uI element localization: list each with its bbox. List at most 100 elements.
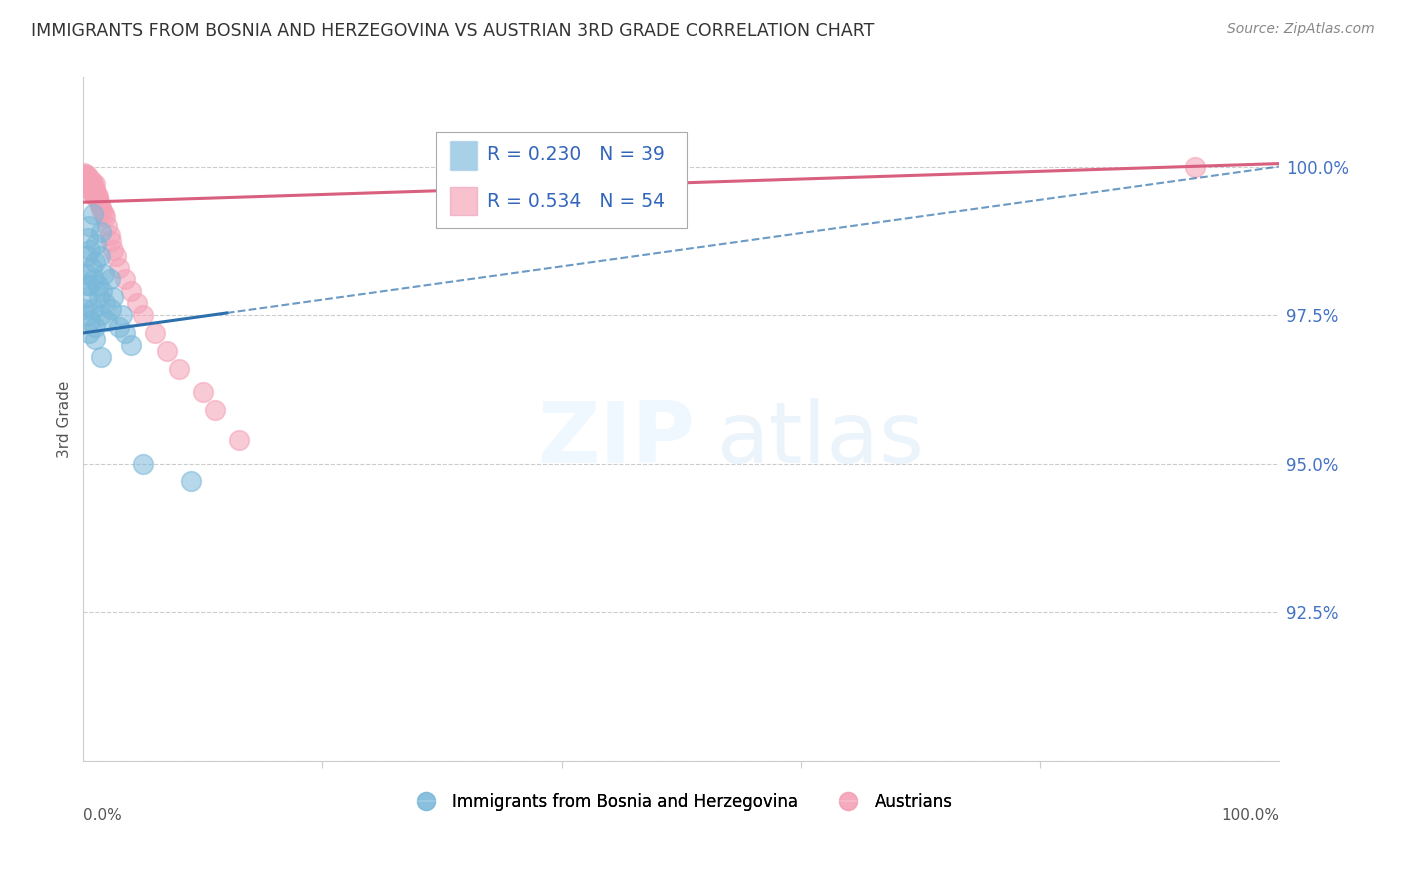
Point	[89, 198, 111, 212]
Point	[82, 302, 104, 317]
Point	[77, 171, 100, 186]
Point	[87, 290, 110, 304]
Point	[80, 174, 103, 188]
Point	[120, 285, 142, 299]
Point	[87, 195, 110, 210]
Point	[204, 403, 226, 417]
Point	[82, 178, 104, 192]
Point	[77, 174, 100, 188]
Point	[228, 433, 250, 447]
Point	[132, 457, 155, 471]
Point	[84, 178, 107, 192]
Text: atlas: atlas	[717, 398, 925, 481]
Text: ZIP: ZIP	[537, 398, 696, 481]
Point	[84, 186, 107, 201]
Point	[83, 189, 105, 203]
Point	[76, 171, 98, 186]
Point	[84, 254, 107, 268]
Point	[84, 320, 107, 334]
Point	[77, 219, 100, 233]
Point	[79, 178, 101, 192]
Point	[90, 350, 112, 364]
Point	[167, 361, 190, 376]
Point	[75, 278, 97, 293]
Point	[93, 207, 115, 221]
Point	[86, 236, 108, 251]
Point	[86, 278, 108, 293]
Point	[80, 260, 103, 275]
FancyBboxPatch shape	[450, 186, 477, 216]
Text: 100.0%: 100.0%	[1220, 808, 1279, 823]
Point	[180, 475, 202, 489]
Text: IMMIGRANTS FROM BOSNIA AND HERZEGOVINA VS AUSTRIAN 3RD GRADE CORRELATION CHART: IMMIGRANTS FROM BOSNIA AND HERZEGOVINA V…	[31, 22, 875, 40]
FancyBboxPatch shape	[450, 141, 477, 169]
Point	[89, 249, 111, 263]
Point	[120, 338, 142, 352]
Point	[77, 174, 100, 188]
Point	[1184, 160, 1206, 174]
Point	[91, 204, 114, 219]
Point	[73, 169, 96, 183]
Point	[86, 189, 108, 203]
FancyBboxPatch shape	[436, 132, 688, 227]
Point	[86, 186, 108, 201]
Point	[90, 308, 112, 322]
Point	[75, 171, 97, 186]
Point	[94, 210, 117, 224]
Point	[91, 285, 114, 299]
Text: R = 0.230   N = 39: R = 0.230 N = 39	[488, 145, 665, 164]
Point	[79, 183, 101, 197]
Point	[90, 225, 112, 239]
Point	[77, 178, 100, 192]
Point	[80, 183, 103, 197]
Point	[114, 272, 136, 286]
Point	[100, 234, 122, 248]
Text: Source: ZipAtlas.com: Source: ZipAtlas.com	[1227, 22, 1375, 37]
Point	[79, 314, 101, 328]
Point	[90, 201, 112, 215]
Point	[108, 260, 131, 275]
Point	[77, 308, 100, 322]
Point	[80, 180, 103, 194]
Point	[127, 296, 149, 310]
Point	[96, 314, 118, 328]
Point	[77, 231, 100, 245]
Point	[77, 278, 100, 293]
Point	[84, 332, 107, 346]
Y-axis label: 3rd Grade: 3rd Grade	[58, 380, 72, 458]
Point	[76, 249, 98, 263]
Point	[83, 183, 105, 197]
Point	[132, 308, 155, 322]
Point	[76, 290, 98, 304]
Point	[100, 302, 122, 317]
Point	[73, 165, 96, 179]
Point	[75, 169, 97, 183]
Point	[82, 207, 104, 221]
Point	[94, 296, 117, 310]
Text: R = 0.534   N = 54: R = 0.534 N = 54	[488, 192, 665, 211]
Point	[82, 186, 104, 201]
Point	[86, 189, 108, 203]
Point	[86, 192, 108, 206]
Point	[191, 385, 214, 400]
Point	[73, 302, 96, 317]
Legend: Immigrants from Bosnia and Herzegovina, Austrians: Immigrants from Bosnia and Herzegovina, …	[402, 786, 960, 817]
Point	[77, 178, 100, 192]
Point	[156, 343, 179, 358]
Point	[101, 243, 124, 257]
Point	[79, 243, 101, 257]
Point	[83, 272, 105, 286]
Point	[84, 183, 107, 197]
Point	[93, 267, 115, 281]
Point	[96, 219, 118, 233]
Point	[104, 249, 127, 263]
Point	[108, 320, 131, 334]
Point	[77, 180, 100, 194]
Point	[98, 272, 121, 286]
Point	[82, 180, 104, 194]
Point	[143, 326, 166, 340]
Text: 0.0%: 0.0%	[83, 808, 122, 823]
Point	[98, 227, 121, 242]
Point	[101, 290, 124, 304]
Point	[76, 169, 98, 183]
